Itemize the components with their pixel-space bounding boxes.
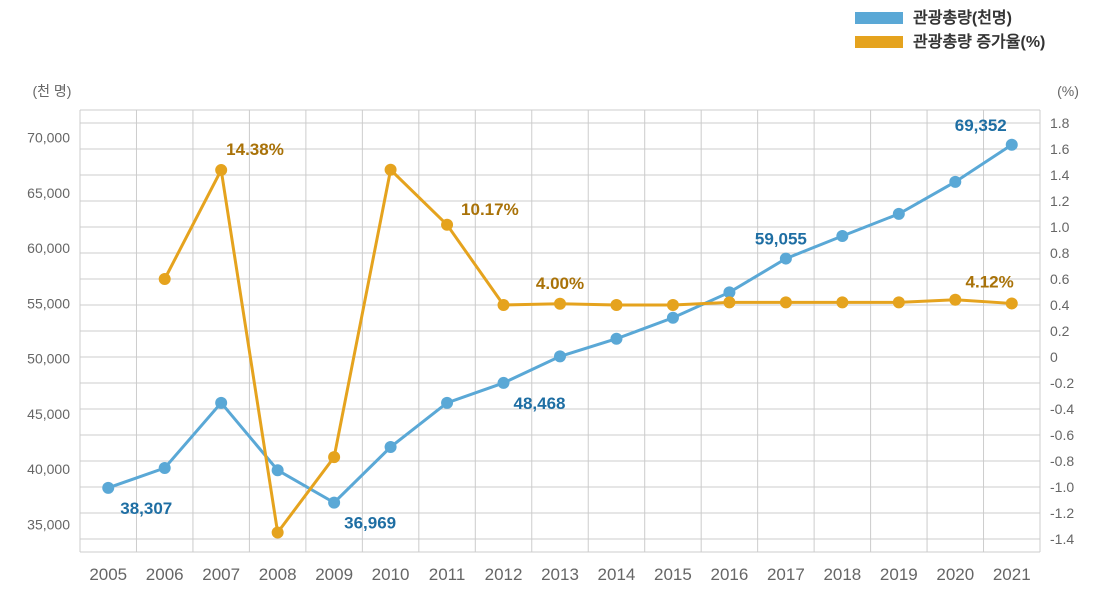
data-label: 4.00% <box>536 274 584 293</box>
x-tick-label: 2009 <box>315 565 353 584</box>
series-point <box>836 296 848 308</box>
series-point <box>949 176 961 188</box>
y-right-tick-label: -1.2 <box>1050 505 1074 521</box>
x-tick-label: 2015 <box>654 565 692 584</box>
y-left-tick-label: 45,000 <box>27 406 70 422</box>
series-point <box>554 298 566 310</box>
series-point <box>498 377 510 389</box>
x-tick-label: 2008 <box>259 565 297 584</box>
y-right-tick-label: 1.8 <box>1050 115 1070 131</box>
x-tick-label: 2014 <box>598 565 636 584</box>
legend-label: 관광총량(천명) <box>913 8 1012 27</box>
chart-container: 35,000 40,000 45,000 50,000 55,000 60,000 65,0… <box>0 0 1098 611</box>
series-point <box>159 273 171 285</box>
series-point <box>836 230 848 242</box>
y-left-tick-label: 35,000 <box>27 516 70 532</box>
y-right-tick-label: -0.6 <box>1050 427 1074 443</box>
legend-label: 관광총량 증가율(%) <box>913 32 1045 51</box>
data-label: 69,352 <box>955 116 1007 135</box>
y-left-tick-label: 70,000 <box>27 130 70 146</box>
x-tick-label: 2013 <box>541 565 579 584</box>
series-point <box>215 164 227 176</box>
series-point <box>498 299 510 311</box>
y-right-tick-label: -0.2 <box>1050 375 1074 391</box>
data-label: 14.38% <box>226 140 284 159</box>
series-point <box>385 164 397 176</box>
x-tick-label: 2020 <box>936 565 974 584</box>
series-point <box>1006 297 1018 309</box>
series-point <box>893 208 905 220</box>
y-right-tick-label: -1.4 <box>1050 531 1074 547</box>
y-right-tick-label: 1.2 <box>1050 193 1070 209</box>
series-point <box>272 527 284 539</box>
y-right-tick-label: 0.4 <box>1050 297 1070 313</box>
series-point <box>723 296 735 308</box>
y-right-tick-label: 1.4 <box>1050 167 1070 183</box>
data-label: 38,307 <box>120 499 172 518</box>
series-point <box>949 294 961 306</box>
y-right-title: (%) <box>1057 83 1079 99</box>
series-point <box>667 299 679 311</box>
series-point <box>1006 139 1018 151</box>
y-right-tick-label: -0.4 <box>1050 401 1074 417</box>
series-point <box>610 299 622 311</box>
x-tick-label: 2007 <box>202 565 240 584</box>
y-right-tick-label: 1.6 <box>1050 141 1070 157</box>
y-right-tick-label: -1.0 <box>1050 479 1074 495</box>
y-left-tick-label: 55,000 <box>27 295 70 311</box>
y-right-tick-label: -0.8 <box>1050 453 1074 469</box>
series-point <box>441 397 453 409</box>
data-label: 59,055 <box>755 230 807 249</box>
x-tick-label: 2012 <box>485 565 523 584</box>
series-point <box>780 253 792 265</box>
y-right-tick-label: 1.0 <box>1050 219 1070 235</box>
data-label: 10.17% <box>461 200 519 219</box>
y-left-tick-label: 50,000 <box>27 351 70 367</box>
series-point <box>328 451 340 463</box>
x-tick-label: 2018 <box>823 565 861 584</box>
data-label: 4.12% <box>966 272 1014 291</box>
series-point <box>554 350 566 362</box>
series-point <box>215 397 227 409</box>
legend-swatch <box>855 12 903 24</box>
series-point <box>667 312 679 324</box>
series-point <box>272 464 284 476</box>
y-left-tick-label: 40,000 <box>27 461 70 477</box>
y-right-tick-label: 0.8 <box>1050 245 1070 261</box>
series-point <box>780 296 792 308</box>
series-point <box>159 462 171 474</box>
x-tick-label: 2006 <box>146 565 184 584</box>
series-point <box>893 296 905 308</box>
y-right-tick-label: 0.6 <box>1050 271 1070 287</box>
x-tick-label: 2005 <box>89 565 127 584</box>
x-tick-label: 2017 <box>767 565 805 584</box>
x-tick-label: 2016 <box>710 565 748 584</box>
chart-svg: 35,000 40,000 45,000 50,000 55,000 60,000 65,0… <box>0 0 1098 611</box>
y-left-tick-label: 65,000 <box>27 185 70 201</box>
y-right-tick-label: 0.2 <box>1050 323 1070 339</box>
y-left-tick-label: 60,000 <box>27 240 70 256</box>
y-left-title: (천 명) <box>33 83 72 99</box>
series-point <box>102 482 114 494</box>
series-point <box>441 219 453 231</box>
x-tick-label: 2019 <box>880 565 918 584</box>
series-point <box>610 333 622 345</box>
x-tick-label: 2011 <box>429 565 466 584</box>
x-tick-label: 2010 <box>372 565 410 584</box>
x-tick-label: 2021 <box>993 565 1031 584</box>
data-label: 36,969 <box>344 514 396 533</box>
legend-swatch <box>855 36 903 48</box>
y-right-tick-label: 0 <box>1050 349 1058 365</box>
data-label: 48,468 <box>514 394 566 413</box>
series-point <box>385 441 397 453</box>
series-point <box>328 497 340 509</box>
